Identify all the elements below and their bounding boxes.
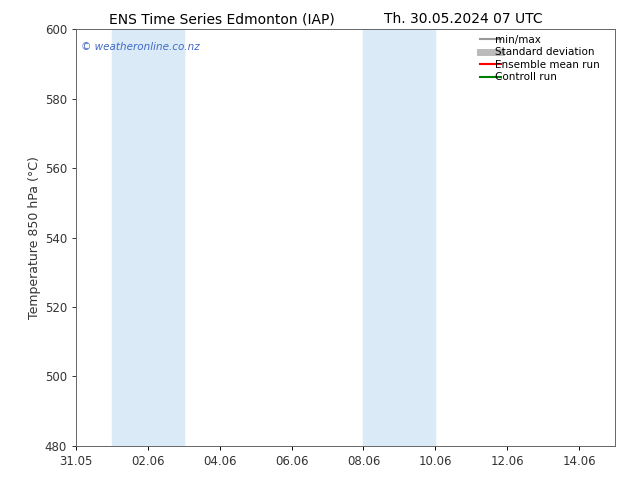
Legend: min/max, Standard deviation, Ensemble mean run, Controll run: min/max, Standard deviation, Ensemble me… — [478, 32, 612, 84]
Bar — [363, 29, 436, 446]
Text: © weatheronline.co.nz: © weatheronline.co.nz — [81, 42, 200, 52]
Bar — [112, 29, 184, 446]
Y-axis label: Temperature 850 hPa (°C): Temperature 850 hPa (°C) — [28, 156, 41, 319]
Text: ENS Time Series Edmonton (IAP): ENS Time Series Edmonton (IAP) — [109, 12, 335, 26]
Text: Th. 30.05.2024 07 UTC: Th. 30.05.2024 07 UTC — [384, 12, 542, 26]
